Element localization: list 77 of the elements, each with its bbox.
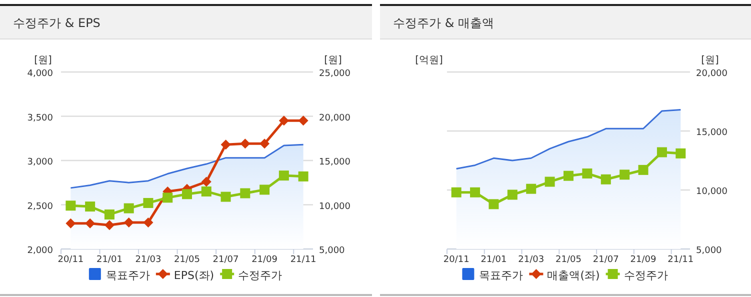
point: [278, 116, 289, 126]
point: [451, 187, 462, 198]
point: [298, 171, 308, 182]
y2-tick-label: 20,000: [696, 69, 728, 79]
x-tick-label: 21/01: [96, 255, 122, 265]
x-tick-label: 20/11: [58, 255, 84, 265]
y2-tick-label: 5,000: [696, 246, 722, 256]
point: [470, 187, 480, 198]
y2-axis-title: [원]: [324, 55, 342, 66]
point: [66, 218, 76, 228]
legend-label: EPS(좌): [174, 269, 214, 282]
legend-label: 목표주가: [106, 269, 150, 282]
x-tick-label: 21/07: [592, 255, 619, 265]
legend-label: 목표주가: [479, 269, 524, 282]
y-tick-label: 2,500: [27, 202, 54, 212]
point: [638, 164, 648, 175]
x-tick-label: 21/03: [135, 255, 162, 265]
y-axis-title: [억원]: [415, 55, 443, 66]
point: [182, 189, 192, 200]
point: [488, 199, 499, 210]
y2-tick-label: 5,000: [319, 246, 346, 256]
point: [66, 200, 76, 211]
point: [124, 203, 134, 214]
legend-label: 수정주가: [238, 269, 282, 282]
x-tick-label: 21/03: [518, 255, 544, 265]
x-tick-label: 21/05: [174, 255, 200, 265]
y2-tick-label: 10,000: [319, 202, 351, 212]
point: [143, 198, 154, 208]
point: [240, 188, 250, 198]
point: [124, 217, 134, 228]
chart-title: 수정주가 & EPS: [13, 16, 100, 30]
y2-tick-label: 20,000: [319, 113, 351, 124]
x-tick-label: 21/11: [668, 255, 694, 265]
point: [260, 138, 270, 149]
y2-tick-label: 10,000: [696, 187, 728, 197]
chart-title: 수정주가 & 매출액: [393, 16, 494, 30]
point: [220, 192, 231, 202]
y-tick-label: 3,000: [27, 158, 54, 168]
y2-tick-label: 25,000: [319, 69, 351, 79]
y-tick-label: 2,000: [27, 246, 54, 256]
legend-label: 매출액(좌): [547, 269, 600, 282]
y-axis-title: [원]: [34, 55, 52, 66]
y-tick-label: 3,500: [27, 113, 54, 124]
y2-tick-label: 15,000: [319, 158, 351, 168]
point: [104, 220, 114, 230]
point: [85, 218, 96, 228]
point: [600, 174, 611, 184]
y2-axis-title: [원]: [701, 55, 719, 66]
point: [162, 192, 173, 203]
point: [676, 148, 686, 158]
x-tick-label: 21/09: [252, 255, 278, 265]
point: [564, 170, 574, 181]
point: [104, 209, 114, 220]
y-tick-label: 4,000: [27, 69, 54, 79]
point: [220, 140, 231, 150]
legend-label: 수정주가: [624, 269, 668, 282]
point: [201, 186, 212, 196]
point: [240, 138, 250, 149]
point: [85, 202, 96, 212]
point: [201, 176, 212, 187]
point: [278, 170, 289, 181]
x-tick-label: 20/11: [443, 255, 470, 265]
y2-tick-label: 15,000: [696, 128, 728, 138]
point: [260, 184, 270, 195]
point: [620, 170, 630, 180]
point: [656, 147, 667, 158]
point: [526, 184, 536, 194]
point: [298, 116, 308, 126]
point: [544, 176, 555, 187]
point: [507, 190, 518, 200]
x-tick-label: 21/09: [630, 255, 657, 265]
point: [143, 217, 154, 228]
x-tick-label: 21/11: [290, 255, 316, 265]
x-tick-label: 21/07: [212, 255, 239, 265]
x-tick-label: 21/01: [480, 255, 507, 265]
x-tick-label: 21/05: [556, 255, 582, 265]
point: [582, 168, 592, 178]
